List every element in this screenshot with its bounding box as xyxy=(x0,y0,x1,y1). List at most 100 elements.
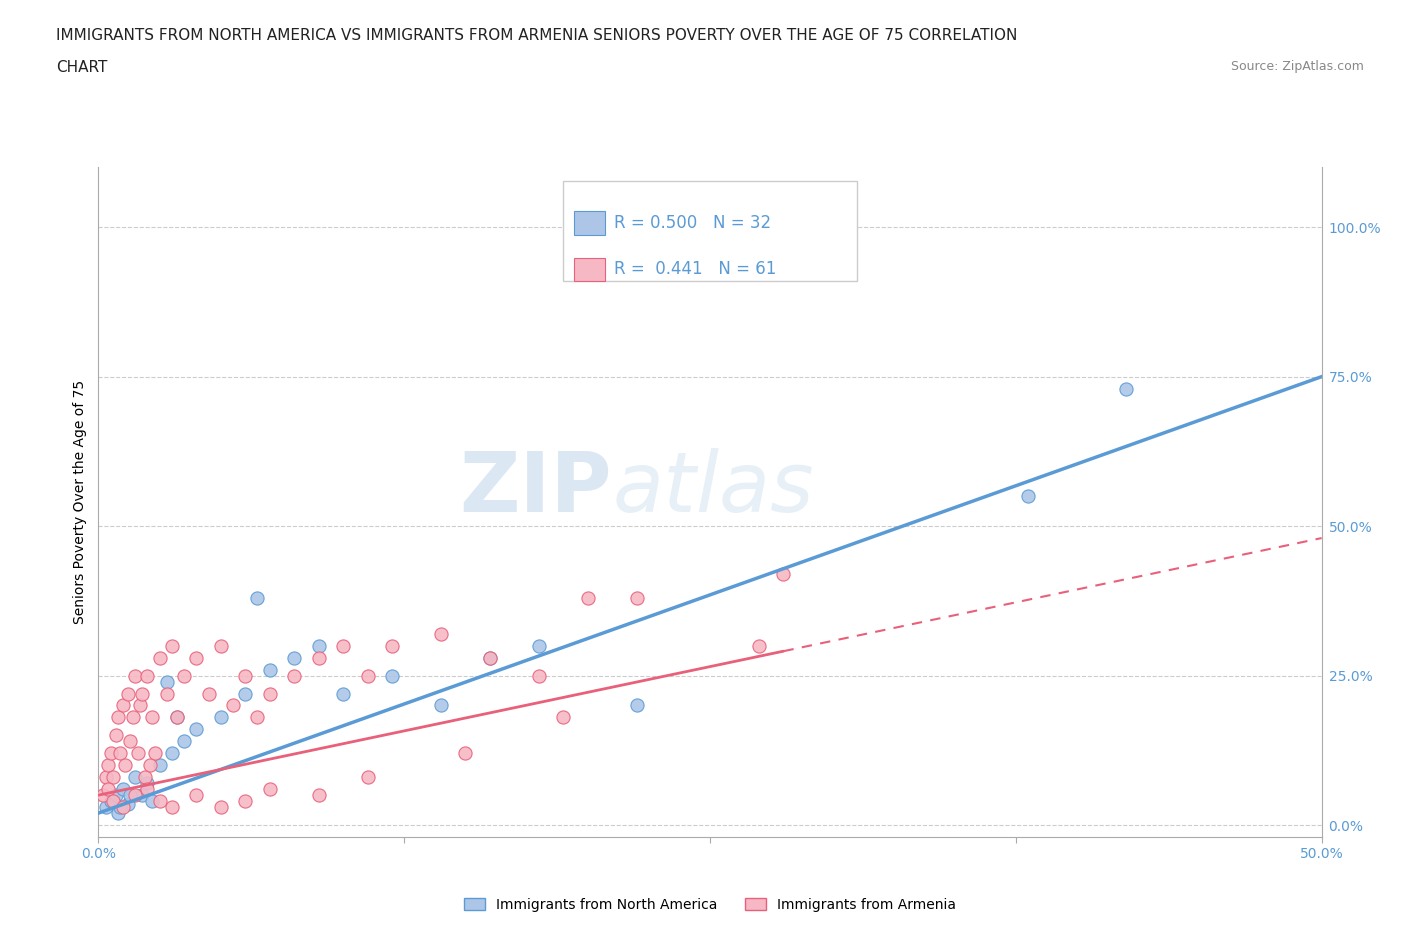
Point xyxy=(114,758,136,773)
Point xyxy=(186,722,208,737)
Point xyxy=(430,698,453,713)
Point xyxy=(107,805,129,820)
Point xyxy=(527,638,550,653)
Point xyxy=(283,668,305,683)
Point xyxy=(748,638,770,653)
Point xyxy=(209,710,232,724)
Point xyxy=(160,638,183,653)
Point xyxy=(139,758,162,773)
Point xyxy=(381,668,404,683)
Point xyxy=(141,793,163,808)
Point xyxy=(166,710,188,724)
Point xyxy=(197,686,219,701)
Point xyxy=(259,782,281,797)
Point xyxy=(233,686,256,701)
Point xyxy=(553,710,575,724)
Point xyxy=(626,698,648,713)
Point xyxy=(124,668,146,683)
Point xyxy=(233,793,256,808)
Text: IMMIGRANTS FROM NORTH AMERICA VS IMMIGRANTS FROM ARMENIA SENIORS POVERTY OVER TH: IMMIGRANTS FROM NORTH AMERICA VS IMMIGRA… xyxy=(56,28,1018,43)
Point xyxy=(101,770,124,785)
Point xyxy=(259,662,281,677)
Text: Source: ZipAtlas.com: Source: ZipAtlas.com xyxy=(1230,60,1364,73)
Point xyxy=(246,591,269,605)
Point xyxy=(156,686,179,701)
Point xyxy=(626,591,648,605)
Point xyxy=(131,686,153,701)
Point xyxy=(478,650,501,665)
Point xyxy=(120,734,142,749)
Point xyxy=(104,788,127,803)
Point xyxy=(430,626,453,641)
Text: CHART: CHART xyxy=(56,60,108,75)
Point xyxy=(129,698,152,713)
Point xyxy=(131,788,153,803)
Point xyxy=(134,770,156,785)
Point xyxy=(94,800,117,815)
Point xyxy=(136,668,159,683)
Point xyxy=(166,710,188,724)
Point xyxy=(186,650,208,665)
Point xyxy=(124,770,146,785)
Point xyxy=(91,788,114,803)
Point xyxy=(222,698,245,713)
Point xyxy=(156,674,179,689)
Point xyxy=(772,566,794,581)
Point xyxy=(100,746,122,761)
Point xyxy=(332,638,354,653)
Point xyxy=(101,793,124,808)
Point xyxy=(246,710,269,724)
Point xyxy=(121,710,143,724)
Point xyxy=(111,800,134,815)
Point xyxy=(356,668,378,683)
Point xyxy=(160,746,183,761)
Point xyxy=(356,770,378,785)
Point xyxy=(1115,381,1137,396)
Point xyxy=(283,650,305,665)
Point xyxy=(143,746,166,761)
Point xyxy=(136,776,159,790)
Y-axis label: Seniors Poverty Over the Age of 75: Seniors Poverty Over the Age of 75 xyxy=(73,380,87,624)
Point xyxy=(454,746,477,761)
Point xyxy=(149,793,172,808)
Point xyxy=(117,686,139,701)
Point xyxy=(173,668,195,683)
Point xyxy=(97,782,120,797)
Point xyxy=(308,650,330,665)
Point xyxy=(259,686,281,701)
Point xyxy=(120,788,142,803)
Point xyxy=(94,770,117,785)
Point xyxy=(478,650,501,665)
Point xyxy=(149,758,172,773)
Point xyxy=(110,800,132,815)
Point xyxy=(110,746,132,761)
Point xyxy=(381,638,404,653)
Point xyxy=(308,788,330,803)
Point xyxy=(111,698,134,713)
Point xyxy=(124,788,146,803)
Point xyxy=(332,686,354,701)
Text: atlas: atlas xyxy=(612,448,814,529)
Point xyxy=(136,782,159,797)
Point xyxy=(209,638,232,653)
Point xyxy=(576,591,599,605)
Point xyxy=(149,650,172,665)
Legend: Immigrants from North America, Immigrants from Armenia: Immigrants from North America, Immigrant… xyxy=(458,892,962,917)
Point xyxy=(117,797,139,812)
Point xyxy=(209,800,232,815)
Point xyxy=(233,668,256,683)
Point xyxy=(97,758,120,773)
Point xyxy=(111,782,134,797)
Point xyxy=(104,728,127,743)
Text: R =  0.441   N = 61: R = 0.441 N = 61 xyxy=(614,260,776,278)
Point xyxy=(107,710,129,724)
Point xyxy=(127,746,149,761)
Point xyxy=(160,800,183,815)
Point xyxy=(308,638,330,653)
Text: ZIP: ZIP xyxy=(460,448,612,529)
Text: R = 0.500   N = 32: R = 0.500 N = 32 xyxy=(614,214,770,232)
Point xyxy=(173,734,195,749)
Point xyxy=(1017,489,1039,504)
Point xyxy=(100,793,122,808)
Point xyxy=(141,710,163,724)
